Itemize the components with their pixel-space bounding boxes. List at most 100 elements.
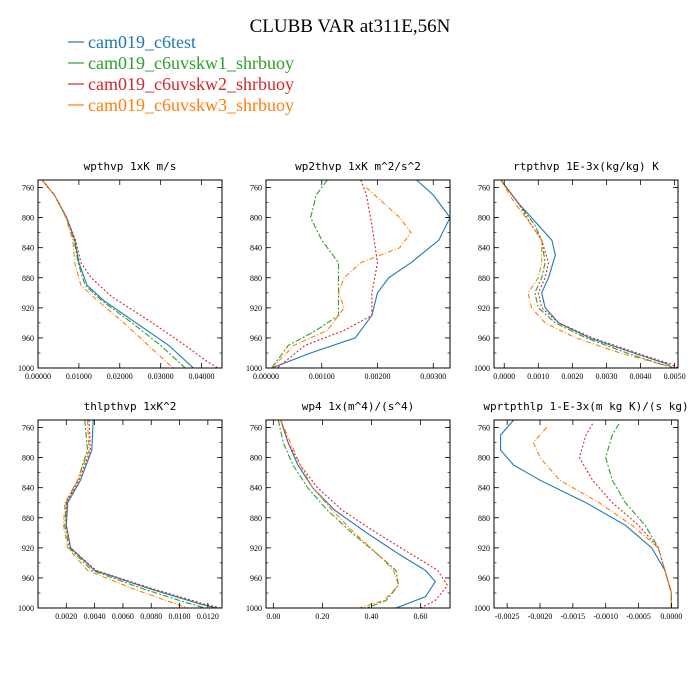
plot-frame [265,179,451,369]
x-tick-label: 0.0050 [664,372,686,381]
plot-frame [493,419,679,609]
y-tick-label: 1000 [18,364,34,373]
chart-panel: wp4 1x(m^4)/(s^4) 760 800 840 880 920 960 1000 0… [246,400,451,621]
legend-entry: cam019_c6test [88,32,196,52]
x-tick-label: 0.40 [364,612,378,621]
panel-title: wprtpthlp 1-E-3x(m kg K)/(s kg) [483,400,688,413]
x-tick-label: 0.0000 [660,612,682,621]
x-tick-label: 0.20 [315,612,329,621]
legend-entry: cam019_c6uvskw1_shrbuoy [88,53,294,73]
chart-panel: wprtpthlp 1-E-3x(m kg K)/(s kg) 760 800 840… [474,400,689,621]
x-tick-label: 0.0080 [140,612,162,621]
series-line [64,420,206,608]
figure-title: CLUBB VAR at311E,56N [250,16,451,37]
series-line [62,420,189,608]
y-tick-label: 960 [22,574,34,583]
y-tick-label: 840 [250,484,262,493]
y-tick-label: 800 [478,454,490,463]
x-tick-label: -0.0010 [593,612,618,621]
series-line [41,180,174,368]
x-tick-label: 0.00 [266,612,280,621]
plot-frame [37,179,223,369]
series-line [65,420,217,608]
x-tick-label: 0.0020 [561,372,583,381]
chart-panel: wp2thvp 1xK m^2/s^2 760 800 840 880 920 960 100… [246,160,451,381]
y-tick-label: 840 [22,484,34,493]
series-line [500,180,678,368]
series-line [532,427,672,608]
x-tick-label: 0.0060 [112,612,134,621]
x-tick-label: 0.01000 [66,372,92,381]
x-tick-label: 0.00300 [420,372,446,381]
panel-title: wp4 1x(m^4)/(s^4) [302,400,415,413]
y-tick-label: 920 [250,304,262,313]
x-tick-label: 0.04000 [189,372,215,381]
series-line [280,420,400,608]
series-line [500,180,675,368]
y-tick-label: 760 [22,184,34,193]
series-line [605,423,672,608]
x-tick-label: 0.00000 [253,372,279,381]
y-tick-label: 1000 [246,364,262,373]
x-tick-label: 0.00200 [365,372,391,381]
y-tick-label: 960 [478,334,490,343]
panel-title: wpthvp 1xK m/s [84,160,177,173]
series-line [280,420,449,608]
x-tick-label: 0.0040 [84,612,106,621]
chart-panel: wpthvp 1xK m/s 760 800 840 880 920 960 10000.00… [18,160,223,381]
y-tick-label: 880 [22,514,34,523]
y-tick-label: 1000 [474,604,490,613]
panels: wpthvp 1xK m/s76080084088092096010000.00… [18,160,689,621]
x-tick-label: 0.0010 [527,372,549,381]
y-tick-label: 760 [250,424,262,433]
legend: cam019_c6testcam019_c6uvskw1_shrbuoycam0… [68,32,294,115]
series-line [500,180,675,368]
y-tick-label: 840 [22,244,34,253]
y-tick-label: 760 [478,424,490,433]
x-tick-label: 0.00100 [309,372,335,381]
chart-panel: rtpthvp 1E-3x(kg/kg) K 760 800 840 880 920 960… [474,160,686,381]
y-tick-label: 800 [22,454,34,463]
y-tick-label: 840 [478,484,490,493]
x-tick-label: 0.03000 [148,372,174,381]
y-tick-label: 960 [250,574,262,583]
x-tick-label: 0.0100 [169,612,191,621]
y-tick-label: 880 [250,274,262,283]
panel-title: thlpthvp 1xK^2 [84,400,177,413]
series-line [271,180,340,368]
x-tick-label: 0.60 [414,612,428,621]
series-line [500,420,672,608]
y-tick-label: 880 [250,514,262,523]
x-tick-label: 0.0020 [55,612,77,621]
plot-frame [493,179,679,369]
x-tick-label: -0.0005 [626,612,651,621]
y-tick-label: 840 [250,244,262,253]
y-tick-label: 840 [478,244,490,253]
y-tick-label: 1000 [18,604,34,613]
series-line [276,180,379,368]
series-line [280,420,436,608]
y-tick-label: 960 [478,574,490,583]
y-tick-label: 920 [22,544,34,553]
y-tick-label: 800 [250,214,262,223]
panel-title: rtpthvp 1E-3x(kg/kg) K [513,160,659,173]
series-line [41,180,194,368]
y-tick-label: 760 [22,424,34,433]
series-line [41,180,186,368]
series-line [41,180,219,368]
x-tick-label: -0.0020 [528,612,553,621]
y-tick-label: 920 [22,304,34,313]
y-tick-label: 920 [478,304,490,313]
x-tick-label: -0.0015 [561,612,586,621]
series-line [500,180,672,368]
x-tick-label: 0.0120 [197,612,219,621]
plot-frame [265,419,451,609]
x-tick-label: 0.00000 [25,372,51,381]
y-tick-label: 880 [478,514,490,523]
legend-entry: cam019_c6uvskw2_shrbuoy [88,74,294,94]
y-tick-label: 760 [478,184,490,193]
legend-entry: cam019_c6uvskw3_shrbuoy [88,95,294,115]
x-tick-label: 0.02000 [107,372,133,381]
x-tick-label: 0.0030 [595,372,617,381]
